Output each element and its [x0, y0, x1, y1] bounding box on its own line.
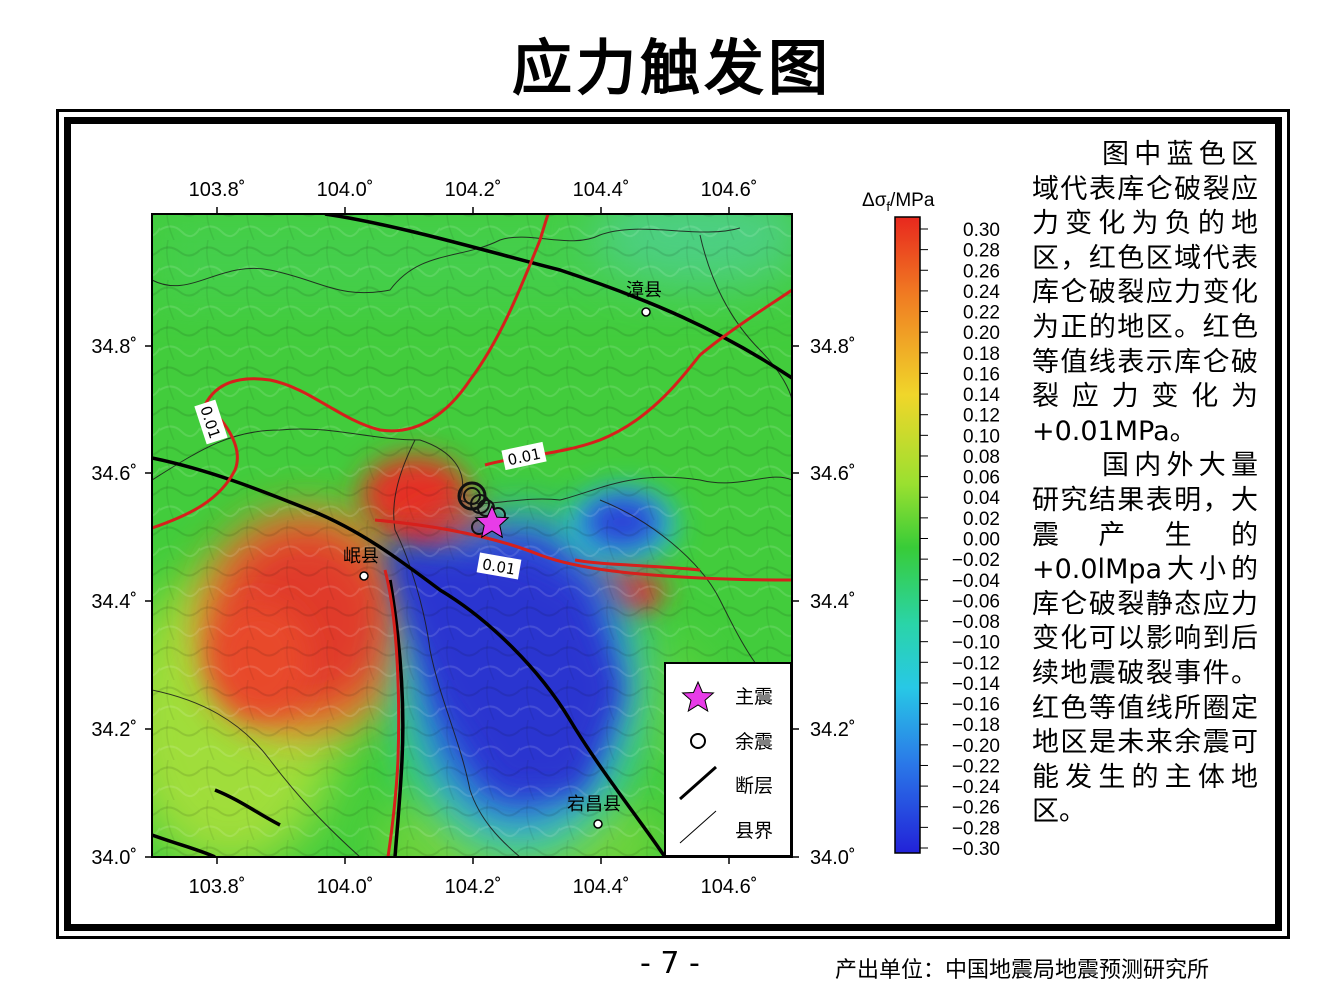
- colorbar-label: −0.04: [952, 571, 1001, 592]
- inner-frame: [64, 117, 1282, 931]
- colorbar-label: −0.02: [952, 550, 1000, 571]
- colorbar-label: −0.12: [952, 653, 1000, 674]
- colorbar-label: −0.16: [952, 695, 1000, 716]
- map-legend: 主震 余震 断层 县界: [664, 662, 792, 857]
- minxian-marker: [359, 571, 369, 581]
- colorbar-label: −0.26: [952, 798, 1000, 819]
- colorbar-label: −0.10: [952, 633, 1000, 654]
- colorbar-label: −0.20: [952, 736, 1000, 757]
- lat-label-left: 34.0˚: [91, 847, 137, 869]
- stress-field-map: 漳县 岷县 宕昌县 0.01 0.01 0.01: [152, 214, 792, 857]
- legend-star-icon: [681, 680, 715, 713]
- faults: [152, 214, 792, 857]
- legend-border-icon: [679, 810, 717, 844]
- outer-frame: [56, 109, 1290, 939]
- lat-label-right: 34.6˚: [810, 463, 856, 485]
- legend-mainshock-label: 主震: [735, 686, 773, 708]
- colorbar: [894, 216, 921, 854]
- description-paragraph-1: 图中蓝色区域代表库仑破裂应力变化为负的地区，红色区域代表库仑破裂应力变化为正的地…: [1032, 139, 1258, 447]
- contour-label-south: 0.01: [476, 552, 522, 580]
- colorbar-label: 0.10: [963, 426, 1000, 447]
- lat-label-left: 34.8˚: [91, 336, 137, 358]
- colorbar-label: −0.24: [952, 777, 1001, 798]
- legend-circle-icon: [690, 733, 706, 749]
- dangchang-marker: [593, 819, 603, 829]
- description-paragraph-2: 国内外大量研究结果表明，大震产生的+0.0lMpa大小的库仑破裂静态应力变化可以…: [1032, 450, 1258, 828]
- svg-text:0.01: 0.01: [481, 555, 517, 579]
- colorbar-label: −0.08: [952, 612, 1000, 633]
- lat-label-right: 34.4˚: [810, 591, 856, 613]
- lat-label-right: 34.8˚: [810, 336, 856, 358]
- legend-aftershock-label: 余震: [735, 731, 773, 753]
- description-panel: 图中蓝色区域代表库仑破裂应力变化为负的地区，红色区域代表库仑破裂应力变化为正的地…: [1032, 138, 1258, 830]
- footer-source: 产出单位：中国地震局地震预测研究所: [835, 958, 1210, 983]
- minxian-label: 岷县: [343, 546, 379, 567]
- colorbar-labels: 0.300.280.260.240.220.200.180.160.140.12…: [952, 220, 1001, 860]
- colorbar-label: −0.28: [952, 818, 1000, 839]
- lon-label-bottom: 104.6˚: [701, 876, 758, 898]
- axis-ticks: [145, 207, 799, 864]
- page-title: 应力触发图: [512, 34, 832, 104]
- lon-label-top: 104.2˚: [445, 179, 502, 201]
- colorbar-label: 0.18: [963, 344, 1000, 365]
- colorbar-label: 0.12: [963, 406, 1000, 427]
- value-highlight: +0.0lMpa: [1032, 554, 1163, 586]
- page-number: - 7 -: [640, 946, 700, 981]
- dangchang-label: 宕昌县: [567, 794, 621, 815]
- colorbar-label: 0.14: [963, 385, 1000, 406]
- mainshock-star: [474, 504, 510, 539]
- colorbar-label: −0.22: [952, 756, 1000, 777]
- contour-label-ne: 0.01: [501, 441, 547, 471]
- lon-label-bottom: 104.4˚: [573, 876, 630, 898]
- lat-label-left: 34.4˚: [91, 591, 137, 613]
- value-highlight: +0.01MPa: [1032, 415, 1170, 447]
- colorbar-label: −0.14: [952, 674, 1001, 695]
- colorbar-label: 0.24: [963, 282, 1000, 303]
- colorbar-label: 0.08: [963, 447, 1000, 468]
- lat-label-left: 34.6˚: [91, 463, 137, 485]
- colorbar-label: 0.26: [963, 261, 1000, 282]
- colorbar-label: 0.22: [963, 303, 1000, 324]
- colorbar-label: −0.18: [952, 715, 1000, 736]
- lon-label-top: 104.6˚: [701, 179, 758, 201]
- lat-label-right: 34.0˚: [810, 847, 856, 869]
- lon-label-top: 104.0˚: [317, 179, 374, 201]
- colorbar-label: 0.30: [963, 220, 1000, 241]
- colorbar-label: −0.30: [952, 839, 1000, 860]
- lon-label-top: 103.8˚: [189, 179, 246, 201]
- zhangxian-label: 漳县: [626, 280, 662, 301]
- colorbar-label: 0.04: [963, 488, 1000, 509]
- legend-border-label: 县界: [735, 820, 773, 842]
- colorbar-label: 0.02: [963, 509, 1000, 530]
- lat-label-left: 34.2˚: [91, 719, 137, 741]
- legend-fault-label: 断层: [735, 775, 773, 797]
- colorbar-ticks: [920, 228, 928, 849]
- lat-label-right: 34.2˚: [810, 719, 856, 741]
- zhangxian-marker: [641, 307, 651, 317]
- map-border: [151, 213, 793, 858]
- lon-label-bottom: 103.8˚: [189, 876, 246, 898]
- colorbar-label: 0.00: [963, 530, 1000, 551]
- colorbar-label: −0.06: [952, 591, 1000, 612]
- colorbar-label: 0.28: [963, 241, 1000, 262]
- lon-label-top: 104.4˚: [573, 179, 630, 201]
- colorbar-label: 0.20: [963, 323, 1000, 344]
- lon-label-bottom: 104.0˚: [317, 876, 374, 898]
- colorbar-label: 0.16: [963, 364, 1000, 385]
- colorbar-title: Δσf/MPa: [862, 190, 935, 214]
- legend-fault-icon: [679, 765, 717, 801]
- colorbar-label: 0.06: [963, 468, 1000, 489]
- lon-label-bottom: 104.2˚: [445, 876, 502, 898]
